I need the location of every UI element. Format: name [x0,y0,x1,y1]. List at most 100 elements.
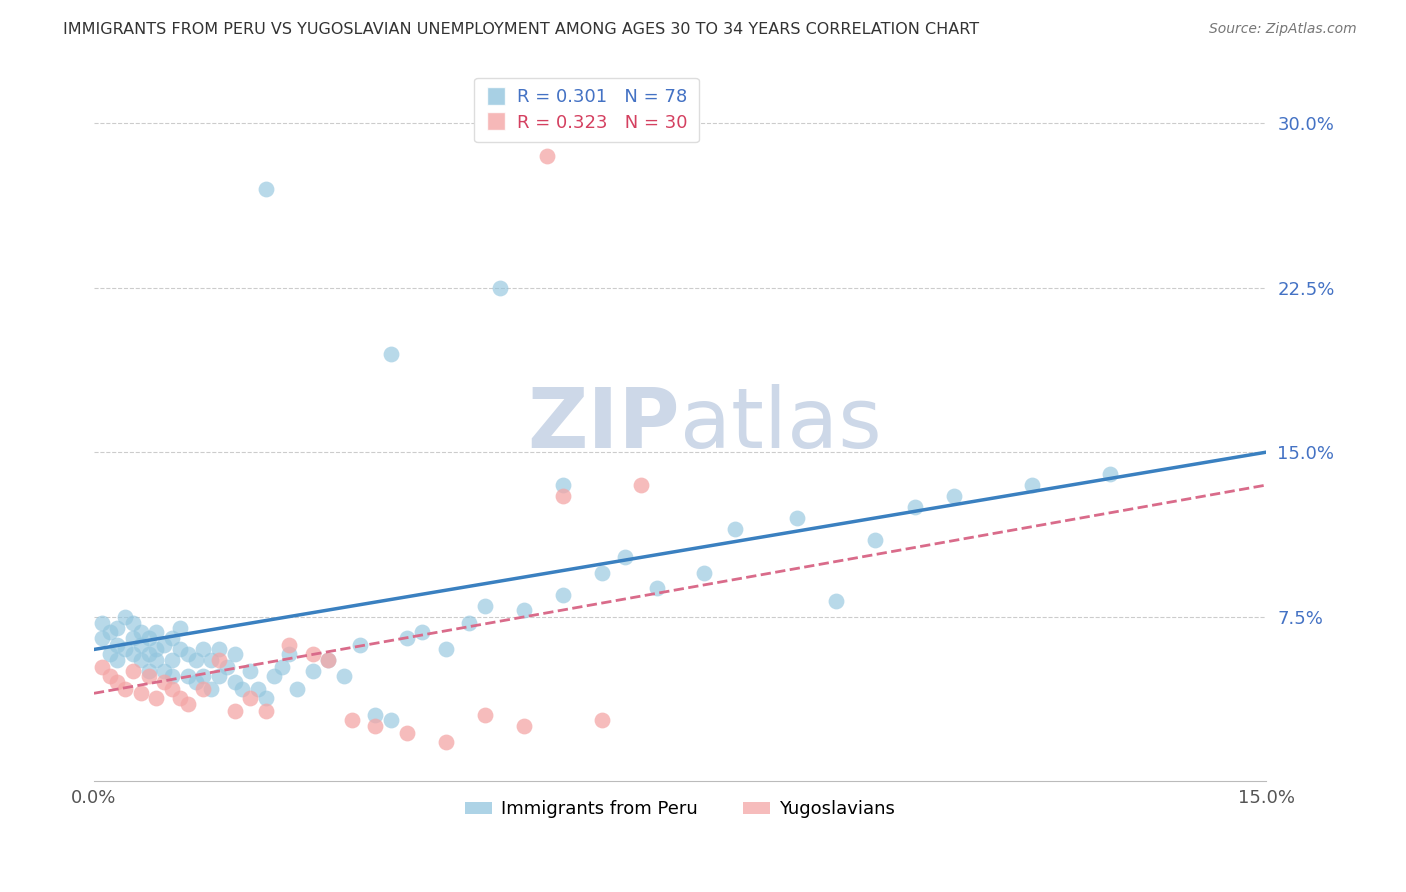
Point [138,669,160,683]
Point [122,647,145,661]
Point [184,653,207,667]
Point [645,581,668,595]
Point [200,653,222,667]
Point [138,647,160,661]
Point [903,500,925,514]
Point [474,708,496,723]
Point [364,719,387,733]
Point [692,566,714,580]
Point [177,669,200,683]
Point [98,624,121,639]
Point [193,681,215,696]
Point [513,719,536,733]
Point [208,642,231,657]
Point [215,660,238,674]
Point [614,550,637,565]
Point [114,609,136,624]
Point [177,647,200,661]
Point [145,624,167,639]
Text: atlas: atlas [681,384,882,466]
Point [285,681,308,696]
Point [145,642,167,657]
Point [105,675,128,690]
Point [231,681,253,696]
Text: Source: ZipAtlas.com: Source: ZipAtlas.com [1209,22,1357,37]
Point [200,681,222,696]
Point [114,681,136,696]
Point [98,647,121,661]
Point [254,704,277,718]
Point [105,621,128,635]
Point [90,660,112,674]
Point [1098,467,1121,481]
Point [551,588,574,602]
Point [193,642,215,657]
Point [129,624,152,639]
Point [724,522,747,536]
Point [169,621,191,635]
Point [340,713,363,727]
Point [278,638,301,652]
Point [474,599,496,613]
Point [278,647,301,661]
Point [263,669,285,683]
Point [591,566,613,580]
Legend: Immigrants from Peru, Yugoslavians: Immigrants from Peru, Yugoslavians [458,793,903,825]
Point [224,675,246,690]
Point [145,653,167,667]
Point [129,638,152,652]
Point [489,281,512,295]
Point [395,632,418,646]
Point [208,669,231,683]
Point [122,616,145,631]
Point [301,665,323,679]
Point [105,638,128,652]
Point [184,675,207,690]
Point [551,478,574,492]
Point [153,665,176,679]
Point [825,594,848,608]
Point [364,708,387,723]
Point [160,681,183,696]
Point [153,638,176,652]
Point [301,647,323,661]
Point [254,690,277,705]
Point [434,734,457,748]
Point [138,632,160,646]
Point [591,713,613,727]
Point [129,686,152,700]
Point [349,638,371,652]
Point [153,675,176,690]
Point [380,346,402,360]
Point [98,669,121,683]
Text: IMMIGRANTS FROM PERU VS YUGOSLAVIAN UNEMPLOYMENT AMONG AGES 30 TO 34 YEARS CORRE: IMMIGRANTS FROM PERU VS YUGOSLAVIAN UNEM… [63,22,980,37]
Point [160,632,183,646]
Point [239,665,262,679]
Point [434,642,457,657]
Point [114,642,136,657]
Point [169,690,191,705]
Point [551,489,574,503]
Point [224,704,246,718]
Point [90,632,112,646]
Point [145,690,167,705]
Point [395,725,418,739]
Point [239,690,262,705]
Point [160,653,183,667]
Point [942,489,965,503]
Point [129,653,152,667]
Point [318,653,340,667]
Point [536,149,558,163]
Point [90,616,112,631]
Point [1021,478,1043,492]
Point [786,511,808,525]
Point [254,182,277,196]
Point [160,669,183,683]
Point [270,660,292,674]
Point [630,478,652,492]
Point [513,603,536,617]
Point [122,632,145,646]
Point [380,713,402,727]
Point [411,624,433,639]
Point [208,653,231,667]
